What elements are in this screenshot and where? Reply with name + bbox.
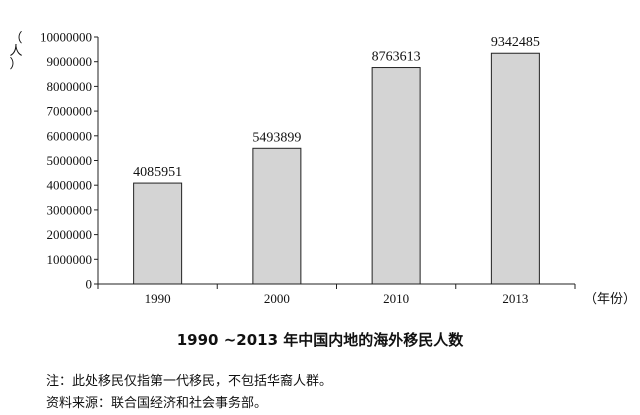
data-label: 5493899 [252, 130, 301, 145]
x-tick-label: 2013 [502, 291, 528, 306]
y-axis-label: （人） [9, 31, 22, 72]
y-tick-label: 0 [86, 277, 93, 292]
y-tick-label: 6000000 [47, 128, 93, 143]
bar [252, 147, 302, 285]
y-tick-label: 9000000 [47, 54, 93, 69]
x-tick-label: 1990 [145, 291, 171, 306]
bar [371, 67, 421, 285]
x-axis-label: （年份） [584, 292, 636, 307]
data-label: 9342485 [491, 35, 540, 50]
chart-note: 注：此处移民仅指第一代移民，不包括华裔人群。 [46, 374, 333, 389]
chart-source: 资料来源：联合国经济和社会事务部。 [46, 396, 268, 411]
y-tick-label: 7000000 [47, 104, 93, 119]
data-label: 4085951 [133, 165, 182, 180]
bar-chart: 0 1000000 2000000 3000000 4000000 5000000 6000… [9, 30, 636, 308]
y-tick-label: 5000000 [47, 153, 93, 168]
bar [133, 182, 183, 285]
y-tick-label: 3000000 [47, 202, 93, 217]
chart-title: 1990 ~2013 年中国内地的海外移民人数 [176, 331, 464, 349]
bar [490, 52, 540, 285]
x-tick-label: 2010 [383, 291, 409, 306]
y-tick-label: 4000000 [47, 178, 93, 193]
x-tick-label: 2000 [264, 291, 290, 306]
data-label: 8763613 [372, 50, 421, 65]
y-tick-label: 10000000 [40, 30, 92, 45]
y-tick-label: 8000000 [47, 79, 93, 94]
y-tick-label: 1000000 [47, 252, 93, 267]
y-tick-label: 2000000 [47, 227, 93, 242]
